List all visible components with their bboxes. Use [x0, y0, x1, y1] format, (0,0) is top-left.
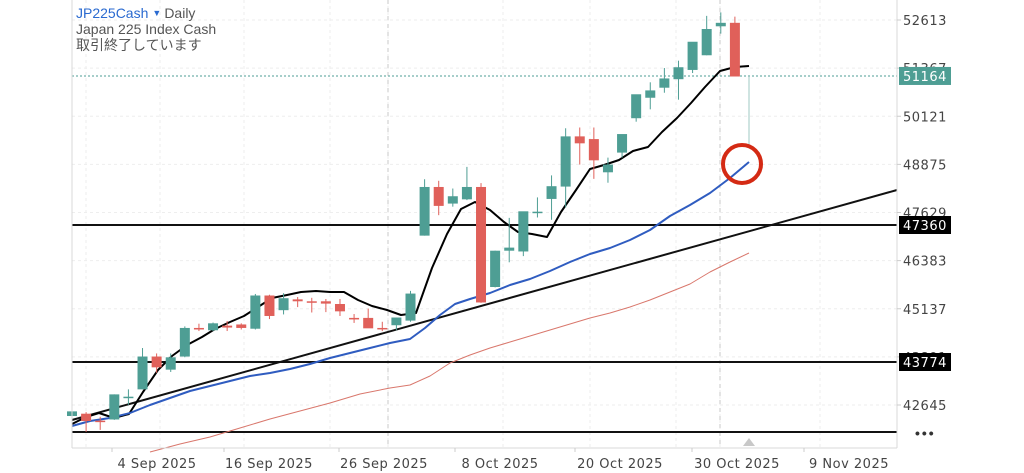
candle-body	[95, 420, 106, 423]
level-tag: 43774	[903, 356, 947, 371]
candle-body	[81, 413, 92, 422]
level-tag-bg	[899, 216, 951, 234]
price-tick-label: 42645	[903, 399, 947, 414]
candle-body	[292, 299, 303, 302]
dropdown-triangle-icon[interactable]: ▼	[152, 8, 162, 18]
candle-body	[673, 67, 684, 80]
candle-body	[179, 327, 190, 357]
candle-body	[574, 136, 585, 144]
price-tick-label: 52613	[903, 14, 947, 29]
level-tag-bg	[899, 353, 951, 371]
candle-body	[109, 394, 120, 420]
candle-body	[701, 28, 712, 56]
candle-body	[349, 317, 360, 320]
candle-body	[602, 164, 613, 173]
last-price-tag-bg	[899, 66, 951, 85]
candle-body	[363, 317, 374, 329]
date-tick-label: 9 Nov 2025	[809, 457, 889, 472]
candle-body	[546, 186, 557, 199]
trendline	[71, 189, 898, 421]
candle-body	[334, 303, 345, 312]
last-price-tag: 51164	[903, 70, 947, 85]
candle-body	[151, 356, 162, 368]
candle-body	[250, 295, 261, 329]
date-tick-label: 16 Sep 2025	[225, 457, 313, 472]
candle-body	[264, 295, 275, 316]
chart-legend: JP225Cash ▼ Daily Japan 225 Index Cash 取引終…	[76, 5, 216, 53]
candle-body	[588, 139, 599, 161]
candle-body	[222, 325, 233, 328]
time-axis[interactable]: 4 Sep 2025 16 Sep 2025 26 Sep 2025 8 Oct 20…	[111, 438, 889, 472]
candle-body	[687, 41, 698, 70]
market-status: 取引終了しています	[76, 37, 202, 53]
candle-body	[504, 247, 515, 251]
level-tag: 47360	[903, 219, 947, 234]
candle-body	[476, 186, 487, 303]
candle-body	[729, 22, 740, 77]
current-bar-marker-icon	[743, 438, 755, 446]
moving-average-line	[149, 252, 750, 453]
symbol-selector[interactable]: JP225Cash	[76, 5, 149, 21]
candle-body	[208, 323, 219, 331]
candle-body	[320, 301, 331, 304]
candle-body	[123, 396, 134, 399]
candle-body	[617, 134, 628, 153]
candlesticks	[67, 12, 750, 432]
date-tick-label: 4 Sep 2025	[117, 457, 196, 472]
highlight-circle	[721, 143, 763, 185]
date-tick-label: 20 Oct 2025	[577, 457, 663, 472]
candle-body	[377, 327, 388, 330]
interval-label: Daily	[164, 5, 196, 21]
moving-average-line	[71, 161, 750, 427]
candle-body	[532, 211, 543, 214]
candle-body	[433, 186, 444, 206]
candle-body	[518, 211, 529, 252]
moving-average-line	[71, 65, 750, 425]
candle-body	[236, 324, 247, 328]
date-tick-label: 26 Sep 2025	[340, 457, 428, 472]
candle-body	[560, 136, 571, 187]
price-tick-label: 45137	[903, 303, 947, 318]
candle-body	[631, 94, 642, 119]
candle-body	[659, 78, 670, 88]
candle-body	[405, 293, 416, 321]
price-axis[interactable]: 5261351367501214887547629463834513743891…	[897, 14, 951, 414]
date-tick-label: 8 Oct 2025	[461, 457, 538, 472]
candle-body	[419, 186, 430, 236]
candle-body	[715, 22, 726, 27]
price-tick-label: 46383	[903, 255, 947, 270]
candle-body	[490, 250, 501, 288]
candle-body	[391, 317, 402, 326]
instrument-name: Japan 225 Index Cash	[76, 21, 217, 37]
candle-body	[645, 90, 656, 98]
candle-body	[137, 356, 148, 390]
date-tick-label: 30 Oct 2025	[694, 457, 780, 472]
candle-body	[306, 301, 317, 303]
candle-body	[447, 196, 458, 204]
candle-body	[165, 357, 176, 370]
trendline	[71, 189, 898, 421]
more-options-icon[interactable]: •••	[915, 425, 936, 441]
annotations	[721, 143, 763, 185]
price-tick-label: 48875	[903, 158, 947, 173]
candle-body	[278, 298, 289, 311]
candle-body	[461, 186, 472, 200]
candle-body	[193, 327, 204, 330]
price-tick-label: 50121	[903, 110, 947, 125]
chart-frame	[71, 0, 898, 449]
